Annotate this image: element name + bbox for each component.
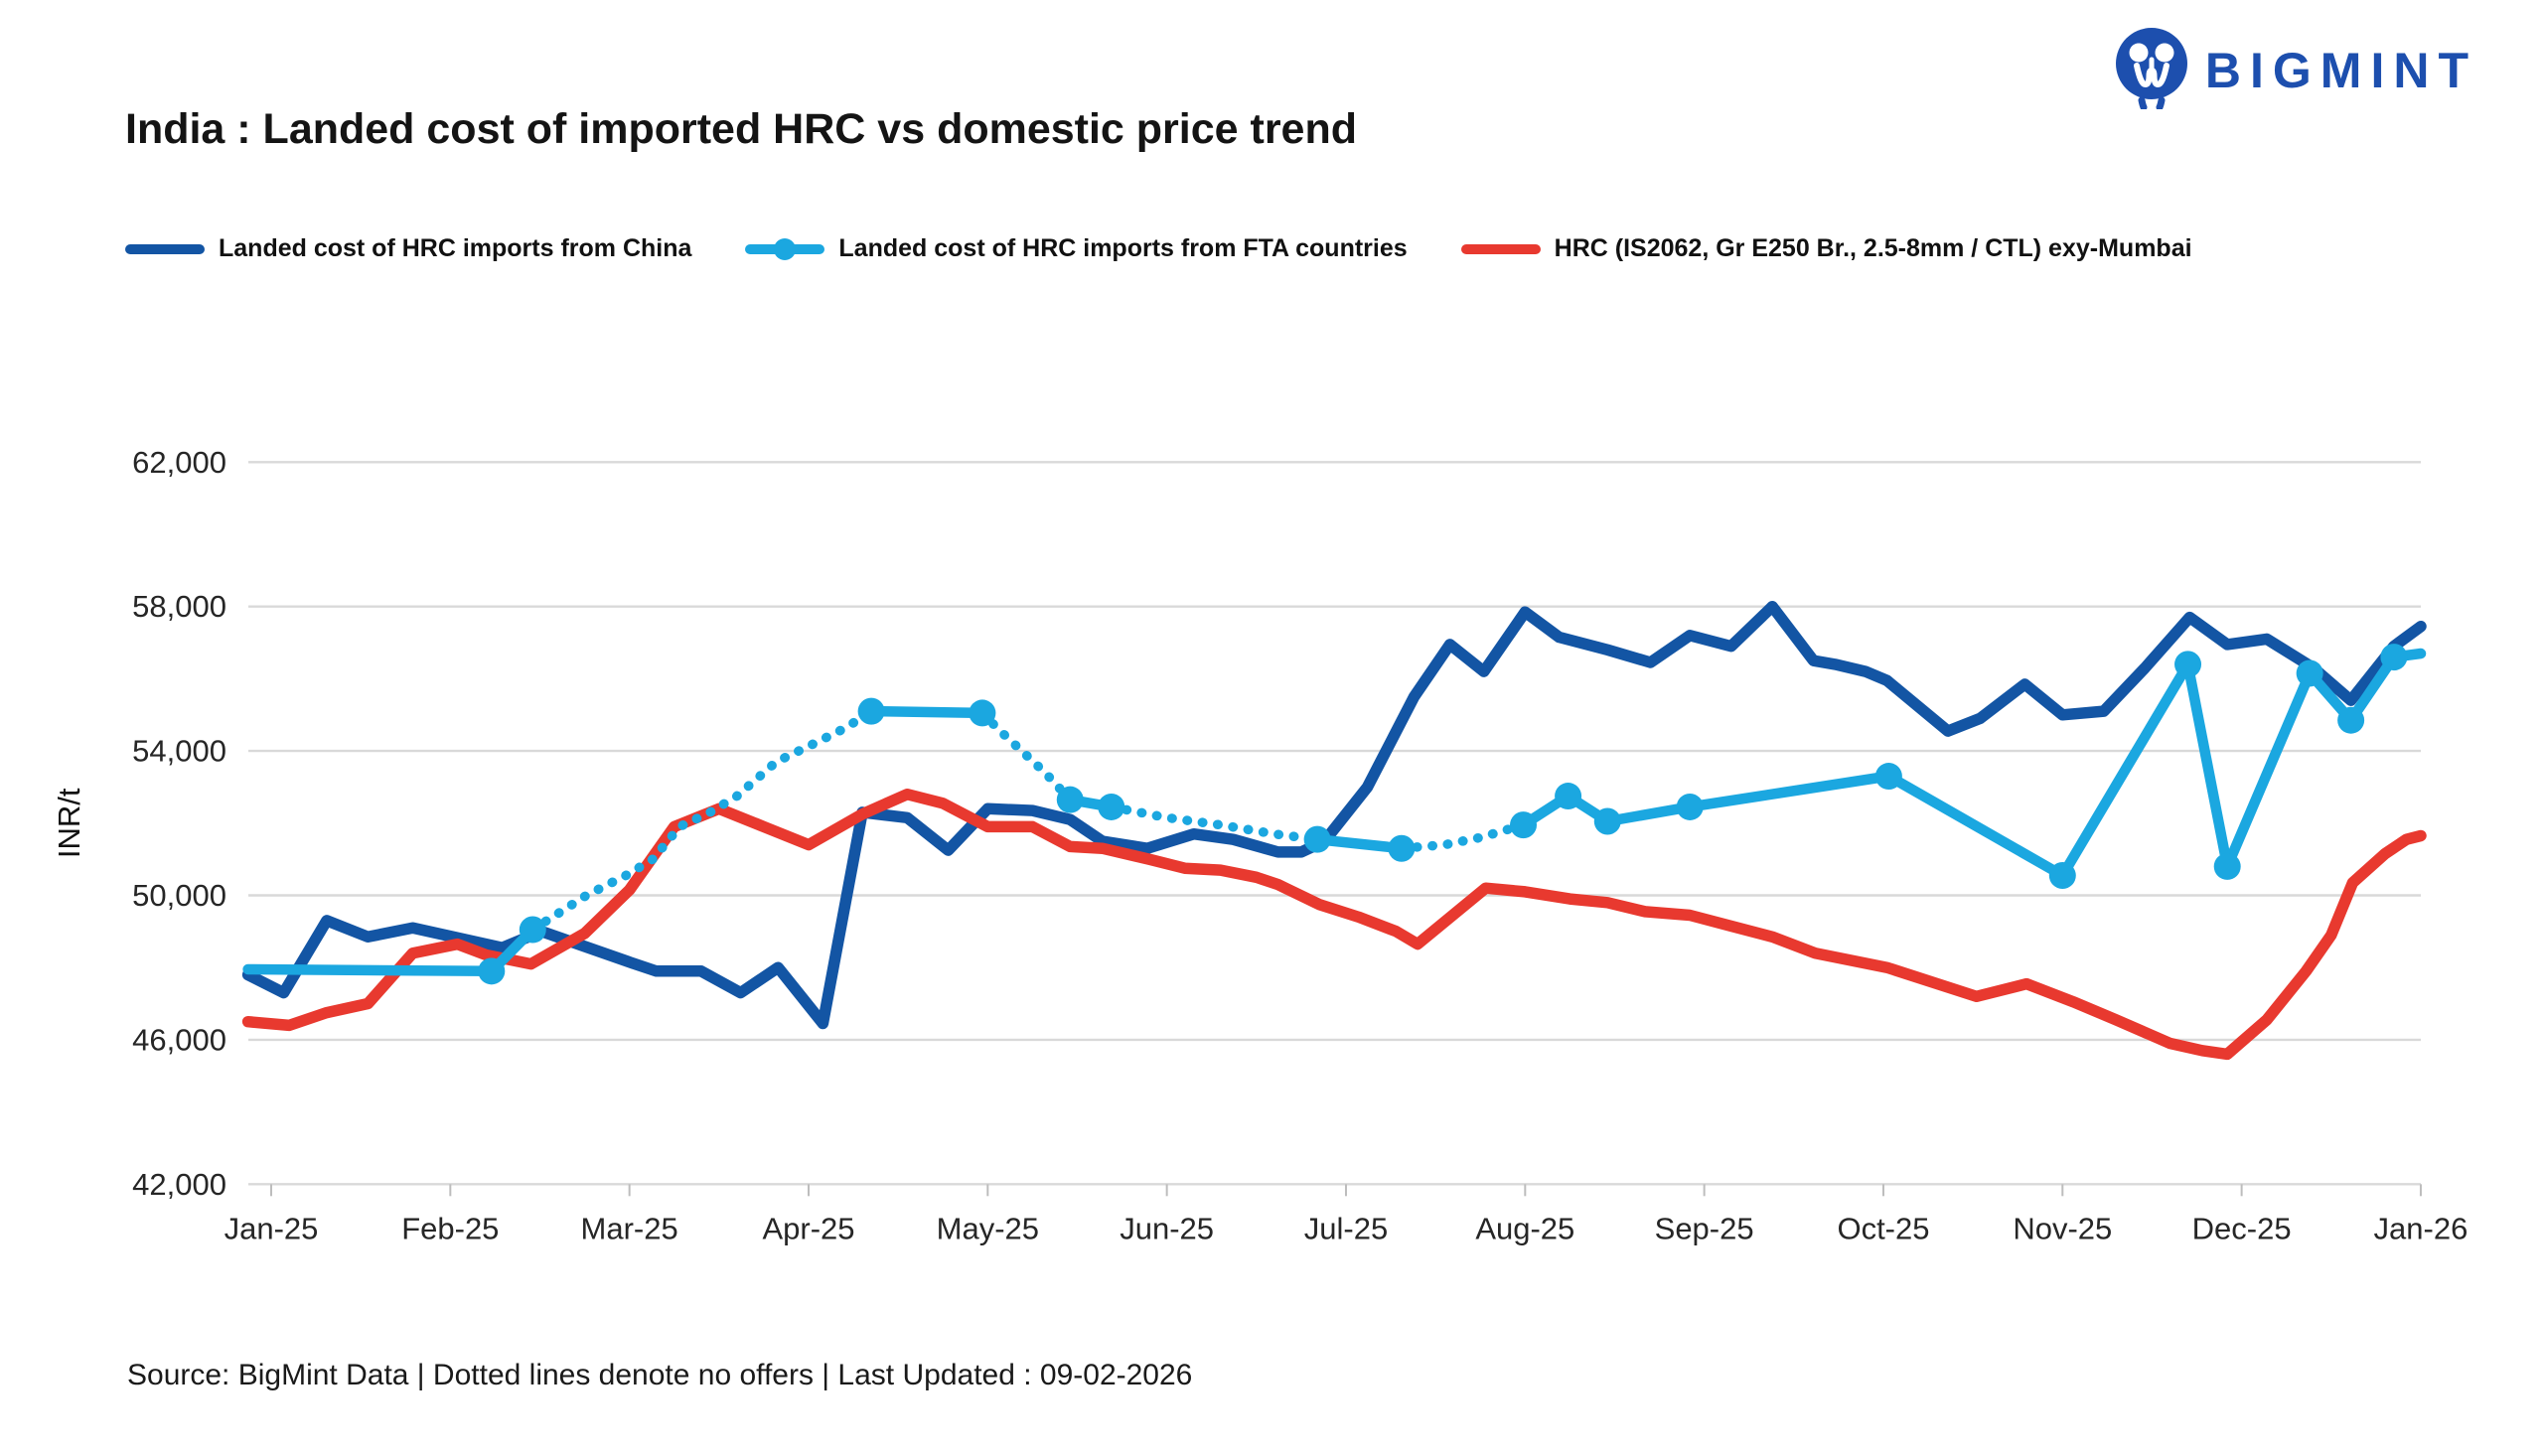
- x-tick-label: Jun-25: [1120, 1211, 1214, 1245]
- legend-item-fta: Landed cost of HRC imports from FTA coun…: [745, 234, 1408, 263]
- legend-line-swatch: [125, 236, 205, 262]
- fta-data-point-marker: [969, 699, 996, 727]
- fta-data-point-marker: [1593, 807, 1621, 835]
- fta-data-point-marker: [857, 697, 885, 725]
- x-tick-label: May-25: [937, 1211, 1039, 1245]
- y-axis-title: INR/t: [52, 788, 86, 858]
- fta-data-point-marker: [1056, 786, 1084, 813]
- series-line-exy-mumbai: [241, 788, 2427, 1061]
- y-tick-label: 62,000: [132, 445, 226, 480]
- brand-name: BIGMINT: [2204, 42, 2477, 98]
- series-line-fta-imports-solid: [1518, 648, 2427, 881]
- fta-data-point-marker: [1555, 783, 1582, 810]
- fta-data-point-marker: [1098, 793, 1125, 820]
- y-tick-label: 58,000: [132, 589, 226, 624]
- bigmint-owl-icon: [2114, 26, 2189, 114]
- y-tick-label: 50,000: [132, 878, 226, 913]
- legend-item-mumbai: HRC (IS2062, Gr E250 Br., 2.5-8mm / CTL)…: [1460, 234, 2192, 263]
- legend-line-swatch: [745, 236, 825, 262]
- legend-item-china: Landed cost of HRC imports from China: [125, 234, 691, 263]
- fta-data-point-marker: [1510, 811, 1538, 839]
- series-line-fta-imports-dotted: [1106, 801, 1322, 844]
- fta-data-point-marker: [2213, 852, 2241, 880]
- series-line-fta-imports-dotted: [527, 706, 876, 935]
- fta-data-point-marker: [478, 957, 506, 985]
- source-note: Source: BigMint Data | Dotted lines deno…: [127, 1359, 1193, 1391]
- y-tick-label: 42,000: [132, 1167, 226, 1202]
- x-tick-label: Dec-25: [2192, 1211, 2292, 1245]
- fta-data-point-marker: [1388, 834, 1416, 862]
- series-line-china-imports: [241, 600, 2427, 1030]
- legend-label: Landed cost of HRC imports from China: [219, 234, 692, 262]
- x-tick-label: Feb-25: [401, 1211, 499, 1245]
- x-tick-label: Aug-25: [1475, 1211, 1574, 1245]
- x-tick-label: Jan-25: [224, 1211, 319, 1245]
- series-line-fta-imports-solid: [865, 705, 988, 719]
- y-tick-label: 46,000: [132, 1022, 226, 1057]
- chart-legend: Landed cost of HRC imports from China Lan…: [125, 234, 2483, 263]
- fta-data-point-marker: [2048, 862, 2076, 890]
- legend-line-swatch: [1460, 236, 1541, 262]
- fta-data-point-marker: [2174, 651, 2202, 678]
- x-tick-label: Jul-25: [1304, 1211, 1388, 1245]
- x-tick-label: Mar-25: [581, 1211, 678, 1245]
- x-tick-label: Apr-25: [762, 1211, 854, 1245]
- fta-data-point-marker: [2380, 644, 2408, 671]
- series-line-fta-imports-solid: [242, 963, 498, 977]
- legend-label: Landed cost of HRC imports from FTA coun…: [838, 234, 1408, 262]
- x-tick-label: Nov-25: [2013, 1211, 2112, 1245]
- x-tick-label: Jan-26: [2374, 1211, 2468, 1245]
- series-line-fta-imports-dotted: [1397, 819, 1529, 853]
- legend-label: HRC (IS2062, Gr E250 Br., 2.5-8mm / CTL)…: [1554, 234, 2192, 262]
- page-title: India : Landed cost of imported HRC vs d…: [125, 105, 1358, 153]
- fta-data-point-marker: [1874, 763, 1902, 791]
- fta-data-point-marker: [1303, 825, 1331, 853]
- bigmint-logo: BIGMINT: [2114, 26, 2477, 114]
- fta-data-point-marker: [519, 916, 546, 944]
- y-tick-label: 54,000: [132, 734, 226, 769]
- series-line-fta-imports-dotted: [977, 708, 1076, 804]
- series-line-fta-imports-solid: [1311, 833, 1408, 854]
- fta-data-point-marker: [2296, 659, 2323, 687]
- x-tick-label: Sep-25: [1655, 1211, 1754, 1245]
- x-tick-label: Oct-25: [1837, 1211, 1929, 1245]
- fta-data-point-marker: [1676, 793, 1704, 820]
- fta-data-point-marker: [2337, 706, 2365, 734]
